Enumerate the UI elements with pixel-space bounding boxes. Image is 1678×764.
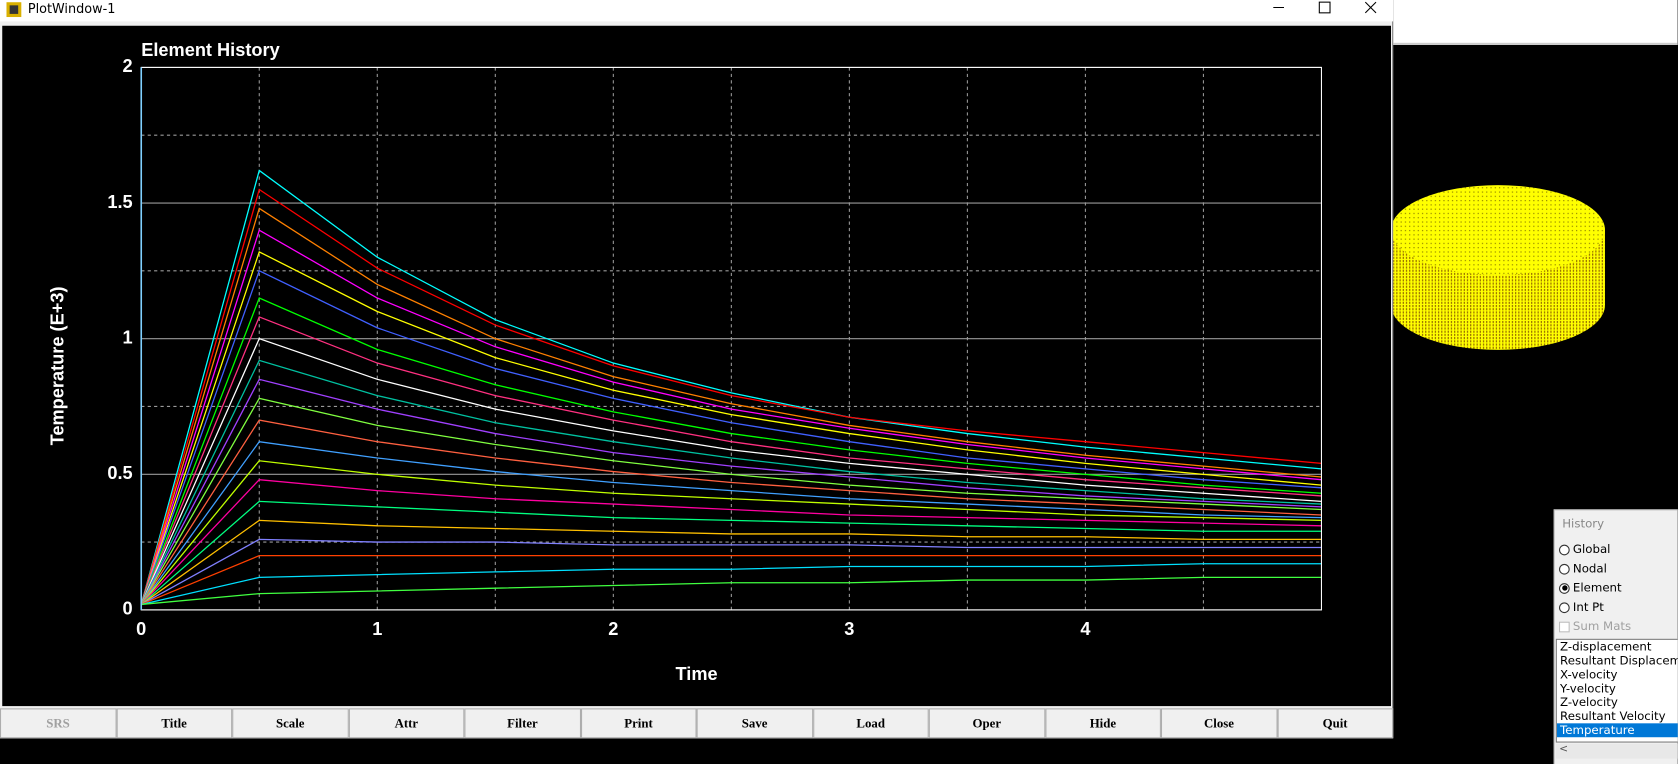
series-line bbox=[140, 460, 1322, 605]
toolbar: SRS Title Scale Attr Filter Print Save Load Oper… bbox=[0, 708, 1394, 739]
toolbar-button[interactable]: Close bbox=[1160, 708, 1278, 739]
radio-button[interactable] bbox=[1558, 563, 1570, 575]
series-line bbox=[140, 297, 1322, 605]
list-item[interactable]: Z-velocity bbox=[1560, 695, 1618, 710]
radio-button[interactable] bbox=[1558, 601, 1570, 613]
app-icon bbox=[6, 2, 22, 18]
series-line bbox=[140, 378, 1322, 605]
series-line bbox=[140, 229, 1322, 605]
scrollbar[interactable]: < bbox=[1555, 743, 1678, 759]
cylinder-top bbox=[1391, 185, 1606, 275]
y-axis-label: Temperature (E+3) bbox=[48, 287, 68, 446]
radio-option[interactable]: Element bbox=[1558, 581, 1622, 595]
list-item[interactable]: Resultant Displacement bbox=[1560, 653, 1678, 668]
option-label: Sum Mats bbox=[1572, 619, 1632, 634]
toolbar-button[interactable]: Title bbox=[116, 708, 233, 739]
sum-mats-option[interactable]: Sum Mats bbox=[1558, 619, 1632, 634]
window-controls[interactable] bbox=[1263, 0, 1391, 17]
toolbar-button[interactable]: Scale bbox=[232, 708, 349, 739]
toolbar-button[interactable]: Print bbox=[580, 708, 697, 739]
x-tick-label: 0 bbox=[136, 619, 146, 639]
list-item[interactable]: Resultant Velocity bbox=[1560, 709, 1666, 724]
series-line bbox=[140, 188, 1322, 605]
option-label: Int Pt bbox=[1572, 600, 1604, 615]
series-line bbox=[141, 563, 1322, 606]
series-line bbox=[140, 500, 1322, 605]
list-item[interactable]: Y-velocity bbox=[1560, 681, 1616, 696]
window-title: PlotWindow-1 bbox=[27, 1, 116, 17]
x-tick-label: 2 bbox=[608, 619, 618, 639]
series-line bbox=[140, 555, 1322, 606]
toolbar-button[interactable]: Load bbox=[812, 708, 929, 739]
list-item[interactable]: X-velocity bbox=[1560, 667, 1618, 682]
x-tick-label: 1 bbox=[372, 619, 382, 639]
chart-title: Element History bbox=[141, 40, 280, 60]
y-tick-label: 1.5 bbox=[107, 192, 132, 212]
toolbar-button[interactable]: Filter bbox=[464, 708, 581, 739]
series-line bbox=[140, 337, 1322, 605]
chart: Element History Time Temperature (E+3) 0… bbox=[2, 25, 1392, 707]
x-tick-label: 4 bbox=[1080, 619, 1091, 639]
toolbar-button[interactable]: Hide bbox=[1044, 708, 1161, 739]
series-line bbox=[140, 397, 1322, 605]
y-tick-label: 1 bbox=[123, 327, 133, 347]
checkbox[interactable] bbox=[1558, 621, 1570, 632]
background-window-titlebar bbox=[1393, 0, 1678, 45]
radio-option[interactable]: Nodal bbox=[1558, 561, 1607, 576]
series-line bbox=[140, 419, 1322, 605]
series-line bbox=[140, 207, 1322, 605]
history-panel: History Global Nodal Element Int Pt Sum Mat… bbox=[1553, 509, 1678, 764]
x-tick-label: 3 bbox=[844, 619, 854, 639]
radio-option[interactable]: Int Pt bbox=[1558, 600, 1604, 615]
series-line bbox=[141, 576, 1322, 606]
radio-option[interactable]: Global bbox=[1558, 542, 1611, 557]
toolbar-button[interactable]: Oper bbox=[928, 708, 1045, 739]
plot-background bbox=[2, 25, 1392, 707]
panel-title: History bbox=[1562, 516, 1605, 531]
model-view bbox=[1391, 185, 1606, 350]
y-tick-label: 0 bbox=[123, 599, 133, 619]
series-line bbox=[140, 538, 1322, 606]
series-line bbox=[140, 269, 1322, 605]
radio-button[interactable] bbox=[1558, 582, 1570, 594]
toolbar-button[interactable]: Attr bbox=[348, 708, 465, 739]
option-label: Element bbox=[1572, 581, 1622, 595]
toolbar-button[interactable]: Save bbox=[696, 708, 813, 739]
title-bar: PlotWindow-1 bbox=[0, 0, 1394, 22]
series-line bbox=[140, 479, 1322, 605]
series-line bbox=[140, 519, 1322, 605]
x-axis-label: Time bbox=[676, 664, 718, 684]
series-line bbox=[140, 441, 1322, 605]
series-line bbox=[140, 359, 1322, 605]
y-tick-label: 2 bbox=[123, 56, 133, 76]
series-line bbox=[140, 316, 1322, 605]
y-tick-label: 0.5 bbox=[107, 463, 132, 483]
toolbar-button: SRS bbox=[0, 708, 117, 739]
series-line bbox=[140, 250, 1322, 605]
series-line bbox=[140, 169, 1322, 605]
option-label: Global bbox=[1572, 542, 1611, 557]
toolbar-button[interactable]: Quit bbox=[1277, 708, 1394, 739]
option-label: Nodal bbox=[1572, 561, 1607, 576]
plot-window: PlotWindow-1 Element History Time Temper… bbox=[0, 0, 1394, 739]
list-item[interactable]: Temperature bbox=[1556, 723, 1678, 738]
list-item[interactable]: Z-displacement bbox=[1560, 639, 1652, 654]
radio-button[interactable] bbox=[1558, 544, 1570, 555]
